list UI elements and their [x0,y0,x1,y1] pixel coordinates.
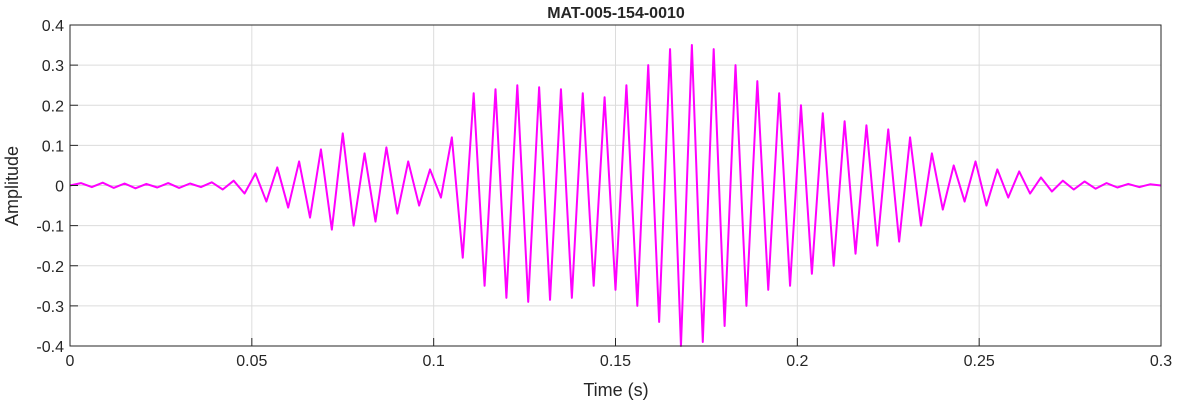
y-tick-label: 0.2 [42,98,64,115]
x-tick-label: 0 [66,353,75,370]
y-axis-ticks: 0.4 0.3 0.2 0.1 0 -0.1 -0.2 -0.3 -0.4 [36,18,78,356]
y-axis-label: Amplitude [2,146,22,226]
x-tick-label: 0.3 [1150,353,1172,370]
series-line [69,44,1162,347]
x-axis-ticks: 0 0.05 0.1 0.15 0.2 0.25 0.3 [66,338,1172,370]
y-tick-label: -0.2 [36,259,64,276]
y-tick-label: 0.3 [42,58,64,75]
chart-title: MAT-005-154-0010 [547,5,685,22]
y-tick-label: 0.4 [42,18,64,35]
y-tick-label: -0.1 [36,219,64,236]
x-tick-label: 0.1 [423,353,445,370]
x-tick-label: 0.25 [964,353,995,370]
x-tick-label: 0.15 [600,353,631,370]
y-tick-label: 0.1 [42,138,64,155]
x-tick-label: 0.05 [236,353,267,370]
x-axis-label: Time (s) [583,380,648,400]
y-tick-label: -0.3 [36,299,64,316]
y-tick-label: 0 [55,179,64,196]
y-tick-label: -0.4 [36,339,64,356]
x-tick-label: 0.2 [786,353,808,370]
